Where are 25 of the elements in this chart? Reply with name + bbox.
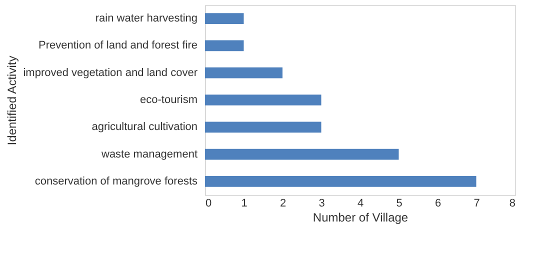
bar bbox=[205, 40, 244, 52]
bar bbox=[205, 148, 399, 160]
bar bbox=[205, 13, 244, 24]
x-tick-label: 6 bbox=[434, 198, 442, 210]
bar bbox=[205, 67, 282, 78]
y-tick-label: Prevention of land and forest fire bbox=[38, 40, 198, 52]
x-tick-label: 5 bbox=[396, 198, 402, 210]
bar bbox=[205, 176, 476, 187]
x-tick-label: 3 bbox=[318, 198, 325, 210]
x-tick-label: 8 bbox=[509, 198, 516, 210]
y-tick-label: waste management bbox=[100, 148, 198, 160]
y-tick-label: improved vegetation and land cover bbox=[23, 66, 198, 79]
y-tick-label: conservation of mangrove forests bbox=[34, 175, 198, 188]
y-axis-title: Identified Activity bbox=[5, 56, 20, 146]
y-tick-label: eco-tourism bbox=[140, 94, 198, 106]
bar bbox=[205, 94, 322, 106]
y-tick-label: rain water harvesting bbox=[95, 12, 198, 25]
x-axis-title: Number of Village bbox=[312, 210, 408, 224]
bar bbox=[205, 122, 322, 133]
x-tick-label: 4 bbox=[357, 198, 364, 210]
x-tick-label: 0 bbox=[206, 198, 212, 210]
x-tick-label: 7 bbox=[474, 198, 480, 210]
x-tick-label: 2 bbox=[280, 198, 286, 210]
x-tick-label: 1 bbox=[241, 198, 248, 210]
y-tick-label: agricultural cultivation bbox=[92, 121, 198, 134]
